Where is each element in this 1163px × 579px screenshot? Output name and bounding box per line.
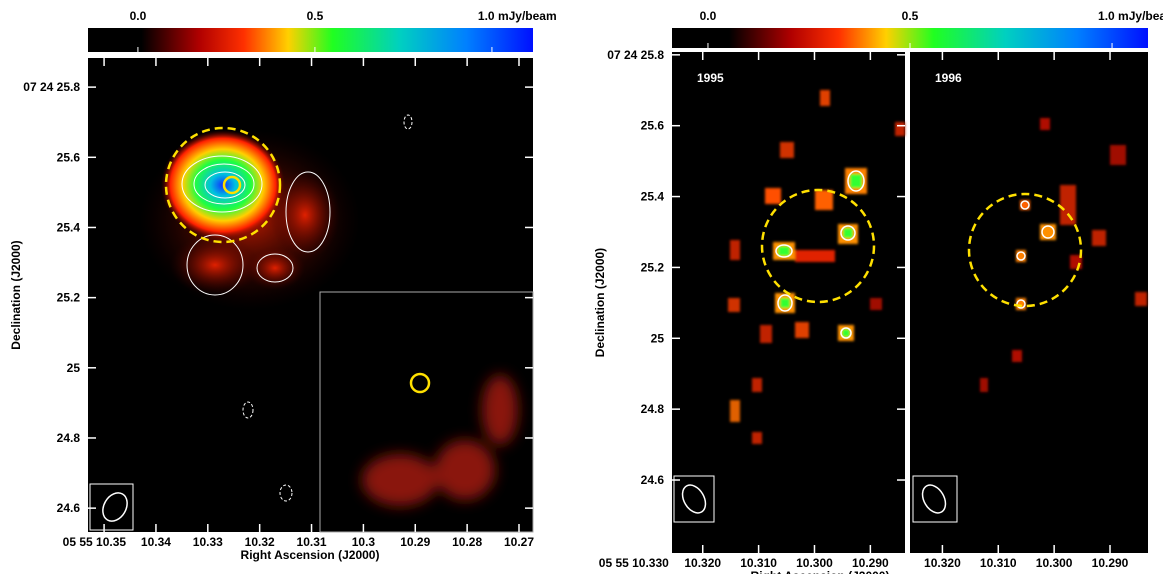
- x-tick-label: 10.310: [740, 556, 777, 570]
- y-tick-label: 25.6: [641, 119, 665, 133]
- image-1996: [910, 52, 1148, 553]
- y-tick-label: 25.2: [641, 260, 665, 274]
- y-tick-label: 25: [67, 361, 81, 375]
- tick-label: 0.5: [307, 9, 324, 23]
- x-tick-label: 10.320: [924, 556, 961, 570]
- y-axis-label: Declination (J2000): [9, 240, 23, 349]
- y-tick-label: 24.6: [57, 501, 81, 515]
- x-tick-label: 10.320: [684, 556, 721, 570]
- y-tick-label: 25: [651, 331, 665, 345]
- y-axis-label: Declination (J2000): [593, 248, 607, 357]
- image-1995: [672, 52, 905, 553]
- x-tick-label: 10.33: [193, 535, 223, 549]
- y-tick-label: 25.2: [57, 291, 81, 305]
- y-tick-label: 24.8: [57, 431, 81, 445]
- x-tick-label: 05 55 10.35: [63, 535, 127, 549]
- tick-label: 0.0: [130, 9, 147, 23]
- y-tick-label: 25.4: [57, 220, 81, 234]
- tick-label: 1.0 mJy/beam: [1098, 9, 1163, 23]
- y-tick-label: 24.6: [641, 473, 665, 487]
- x-tick-label: 10.28: [452, 535, 482, 549]
- y-tick-label: 07 24 25.8: [607, 48, 664, 62]
- x-tick-label: 10.31: [297, 535, 327, 549]
- y-tick-label: 24.8: [641, 402, 665, 416]
- tick-label: 0.5: [902, 9, 919, 23]
- x-tick-label: 10.27: [504, 535, 534, 549]
- panel-label: 1995: [697, 71, 724, 85]
- y-tick-label: 25.4: [641, 190, 665, 204]
- y-tick-label: 25.6: [57, 150, 81, 164]
- colorbar: [672, 28, 1148, 48]
- x-tick-label: 10.300: [796, 556, 833, 570]
- image-left: [88, 58, 534, 533]
- panel-label: 1996: [935, 71, 962, 85]
- tick-label: 1.0 mJy/beam: [478, 9, 557, 23]
- tick-label: 0.0: [700, 9, 717, 23]
- x-tick-label: 10.29: [400, 535, 430, 549]
- x-tick-label: 10.290: [852, 556, 889, 570]
- x-tick-label: 10.290: [1092, 556, 1129, 570]
- x-tick-label: 10.310: [980, 556, 1017, 570]
- colorbar: [88, 28, 533, 52]
- x-tick-label: 10.32: [245, 535, 275, 549]
- x-axis-label: Right Ascension (J2000): [751, 569, 890, 574]
- y-tick-label: 07 24 25.8: [23, 80, 80, 94]
- x-tick-label: 05 55 10.330: [599, 556, 669, 570]
- x-tick-label: 10.3: [352, 535, 376, 549]
- x-tick-label: 10.300: [1036, 556, 1073, 570]
- x-axis-label: Right Ascension (J2000): [241, 548, 380, 562]
- x-tick-label: 10.34: [141, 535, 171, 549]
